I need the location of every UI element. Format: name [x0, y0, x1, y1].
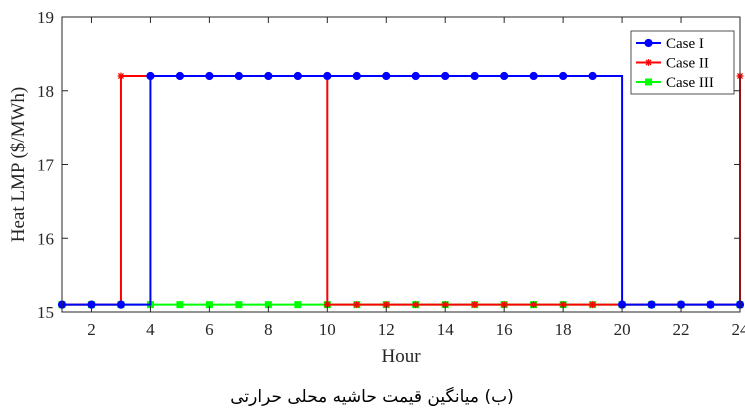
y-tick-label: 15	[37, 303, 54, 322]
data-point-0-8	[264, 71, 273, 81]
legend-item: Case I	[636, 36, 704, 52]
data-point-2-8	[264, 301, 272, 309]
legend: Case I Case II Case III	[630, 30, 735, 95]
data-point-0-17	[529, 71, 538, 81]
data-point-0-5	[175, 71, 185, 81]
data-point-0-14	[441, 71, 450, 81]
legend-marker	[644, 38, 653, 48]
x-tick-label: 18	[555, 320, 572, 339]
data-point-1-11	[353, 301, 361, 309]
y-tick-label: 19	[37, 8, 54, 27]
x-tick-label: 14	[437, 320, 455, 339]
data-point-0-21	[647, 300, 656, 309]
x-tick-label: 2	[87, 320, 96, 339]
data-point-2-6	[205, 301, 213, 309]
x-tick-label: 4	[146, 320, 155, 339]
data-point-0-23	[706, 300, 715, 309]
data-point-1-17	[530, 301, 538, 309]
data-point-0-7	[234, 71, 243, 81]
data-point-2-7	[235, 301, 243, 309]
series-layer	[57, 71, 745, 309]
data-point-0-18	[559, 71, 568, 81]
series-case-ii	[58, 72, 744, 309]
data-point-0-4	[146, 71, 155, 81]
x-tick-label: 12	[378, 320, 395, 339]
x-tick-label: 16	[496, 320, 513, 339]
legend-label: Case III	[666, 75, 714, 91]
data-point-1-16	[500, 301, 508, 309]
legend-marker	[645, 59, 652, 66]
x-tick-label: 20	[614, 320, 631, 339]
data-point-1-18	[559, 301, 567, 309]
series-line	[62, 75, 740, 306]
data-point-0-11	[352, 71, 361, 81]
y-tick-label: 16	[37, 229, 54, 248]
y-axis-label: Heat LMP ($/MWh)	[8, 87, 29, 243]
x-tick-label: 22	[673, 320, 690, 339]
data-point-0-9	[293, 71, 302, 81]
data-point-0-3	[116, 300, 126, 309]
data-point-0-13	[411, 71, 420, 81]
data-point-0-6	[205, 71, 214, 81]
figure-caption: (ب) میانگین قیمت حاشیه محلی حرارتی	[230, 386, 513, 407]
legend-label: Case II	[666, 56, 709, 72]
legend-item: Case III	[636, 75, 714, 91]
data-point-0-15	[470, 71, 479, 81]
data-point-1-3	[117, 72, 125, 80]
x-tick-label: 6	[205, 320, 214, 339]
data-point-0-10	[323, 71, 332, 81]
x-tick-label: 24	[732, 320, 745, 339]
data-point-1-13	[412, 301, 420, 309]
series-line	[62, 75, 741, 306]
legend-marker	[645, 78, 652, 86]
x-tick-label: 10	[319, 320, 336, 339]
data-point-0-19	[588, 71, 597, 81]
data-point-2-9	[294, 301, 302, 309]
x-axis-label: Hour	[381, 346, 421, 367]
x-tick-label: 8	[264, 320, 273, 339]
data-point-1-15	[471, 301, 479, 309]
y-tick-label: 17	[37, 156, 55, 175]
legend-item: Case II	[636, 56, 709, 72]
data-point-2-5	[176, 301, 184, 309]
data-point-0-12	[382, 71, 391, 81]
legend-label: Case I	[666, 36, 704, 52]
data-point-1-19	[589, 301, 597, 309]
y-tick-label: 18	[37, 82, 54, 101]
data-point-0-16	[500, 71, 509, 81]
series-case-i	[57, 71, 745, 309]
